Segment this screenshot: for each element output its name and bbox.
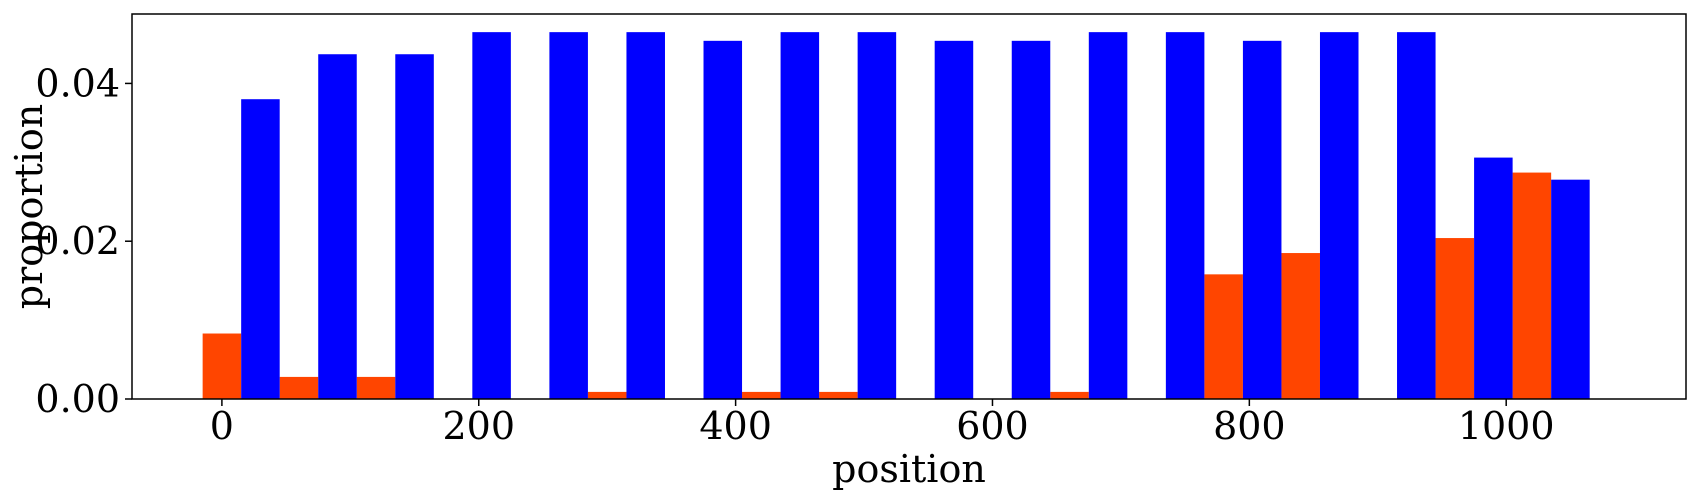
x-tick-label: 0	[210, 404, 234, 448]
bar-series-2-7	[780, 32, 820, 399]
bar-series-1-0	[202, 333, 242, 399]
bar-series-2-2	[395, 54, 434, 399]
bar-series-1-17	[1512, 172, 1552, 399]
bar-series-2-10	[1011, 40, 1051, 400]
bar-series-2-14	[1319, 32, 1359, 399]
bar-series-1-11	[1050, 391, 1089, 399]
x-tick-label: 400	[699, 404, 772, 448]
y-axis: 0.00 0.02 0.04	[35, 61, 132, 421]
bar-series-2-11	[1088, 32, 1128, 399]
bar-series-1-5	[587, 391, 627, 399]
x-tick-label: 600	[956, 404, 1029, 448]
bar-series-2-12	[1165, 32, 1205, 399]
y-tick-label: 0.00	[35, 377, 120, 421]
bar-series-2-9	[934, 40, 974, 400]
bar-series-2-15	[1397, 32, 1436, 399]
bar-series-2-17	[1551, 179, 1590, 399]
bar-series-1-1	[279, 376, 319, 399]
bar-series-2-4	[549, 32, 588, 399]
bar-series-2-1	[318, 54, 357, 399]
y-axis-label: proportion	[7, 104, 51, 310]
bar-series-2-16	[1474, 157, 1513, 399]
bar-series-1-7	[742, 391, 781, 399]
bar-series-2-8	[857, 32, 897, 399]
x-tick-label: 1000	[1458, 404, 1555, 448]
bar-series-2-13	[1242, 40, 1282, 400]
y-tick-label: 0.02	[35, 219, 120, 263]
bar-series-1-2	[356, 376, 396, 399]
x-axis: 0 200 400 600 800 1000	[210, 399, 1555, 448]
bar-series-1-14	[1281, 253, 1320, 399]
x-tick-label: 800	[1213, 404, 1286, 448]
bar-series-2-5	[626, 32, 665, 399]
bar-series-2-6	[703, 40, 743, 400]
bar-series-1-8	[819, 391, 858, 399]
bar-series-2-3	[472, 32, 511, 399]
bar-series-1-16	[1435, 238, 1475, 399]
y-tick-label: 0.04	[35, 61, 120, 105]
x-axis-label: position	[832, 447, 986, 491]
bar-series-1-13	[1204, 274, 1243, 399]
bar-series-2-0	[241, 99, 280, 399]
plot-frame	[131, 13, 1687, 400]
bars-layer	[202, 32, 1590, 400]
x-tick-label: 200	[442, 404, 515, 448]
